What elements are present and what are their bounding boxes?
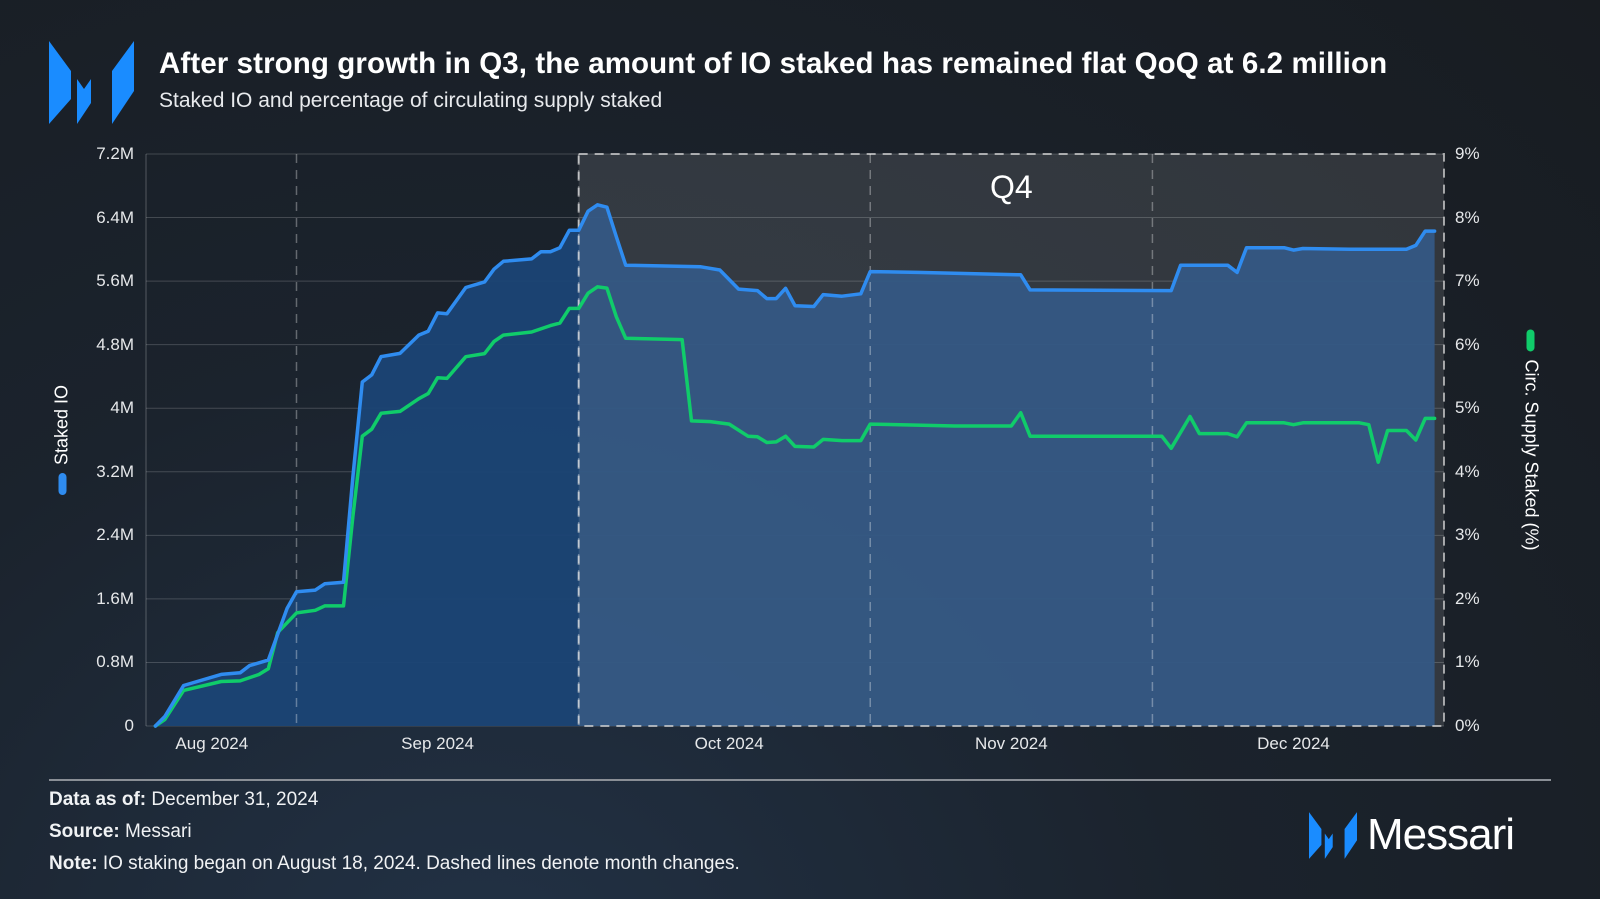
right-tick-label: 7%: [1455, 271, 1480, 291]
footer-note: Note: IO staking began on August 18, 202…: [49, 853, 740, 875]
pct-legend-swatch: [1527, 329, 1535, 352]
footer-source: Source: Messari: [49, 821, 192, 843]
staked-area: [155, 204, 1435, 726]
x-tick-label: Dec 2024: [1257, 734, 1330, 753]
right-axis-title: Circ. Supply Staked (%): [1521, 329, 1542, 551]
left-tick-label: 7.2M: [96, 144, 134, 163]
data-as-of-label: Data as of:: [49, 789, 147, 810]
footer-data-as-of: Data as of: December 31, 2024: [49, 789, 318, 811]
source-label: Source:: [49, 821, 120, 842]
footer-divider: [49, 779, 1551, 781]
right-tick-label: 9%: [1455, 144, 1480, 163]
left-tick-label: 6.4M: [96, 207, 134, 227]
right-tick-label: 5%: [1455, 398, 1480, 418]
x-tick-label: Oct 2024: [694, 734, 764, 753]
right-tick-label: 6%: [1455, 334, 1480, 354]
x-tick-label: Aug 2024: [175, 734, 249, 753]
note-value: IO staking began on August 18, 2024. Das…: [102, 853, 740, 874]
left-tick-label: 1.6M: [96, 588, 134, 608]
data-as-of-value: December 31, 2024: [151, 789, 319, 810]
messari-logo-icon: [49, 41, 134, 124]
brand-logo: Messari: [1309, 810, 1515, 860]
pct-staked-line: [153, 285, 1437, 728]
left-tick-label: 2.4M: [96, 525, 134, 545]
brand-name: Messari: [1367, 810, 1515, 859]
x-tick-label: Sep 2024: [401, 734, 474, 753]
source-value: Messari: [125, 821, 192, 842]
left-axis-title: Staked IO: [51, 384, 73, 496]
q4-label: Q4: [990, 169, 1033, 205]
q4-region: [577, 153, 1445, 727]
right-tick-label: 3%: [1455, 525, 1480, 545]
right-axis-label: Circ. Supply Staked (%): [1521, 359, 1542, 551]
chart-subtitle: Staked IO and percentage of circulating …: [159, 89, 663, 112]
staked-legend-swatch: [58, 473, 66, 496]
left-tick-label: 4.8M: [96, 334, 134, 354]
right-tick-label: 8%: [1455, 207, 1480, 227]
right-tick-label: 2%: [1455, 588, 1480, 608]
chart-title: After strong growth in Q3, the amount of…: [159, 47, 1388, 80]
right-tick-label: 0%: [1455, 716, 1480, 735]
left-tick-label: 4M: [110, 398, 134, 418]
note-label: Note:: [49, 853, 98, 874]
right-tick-label: 1%: [1455, 652, 1480, 672]
messari-mark-icon: [1309, 811, 1357, 859]
x-tick-label: Nov 2024: [974, 734, 1048, 753]
left-tick-label: 5.6M: [96, 271, 134, 291]
left-tick-label: 0.8M: [96, 652, 134, 672]
left-tick-label: 0: [124, 716, 134, 735]
right-tick-label: 4%: [1455, 461, 1480, 481]
left-tick-label: 3.2M: [96, 461, 134, 481]
left-axis-label: Staked IO: [51, 384, 72, 466]
